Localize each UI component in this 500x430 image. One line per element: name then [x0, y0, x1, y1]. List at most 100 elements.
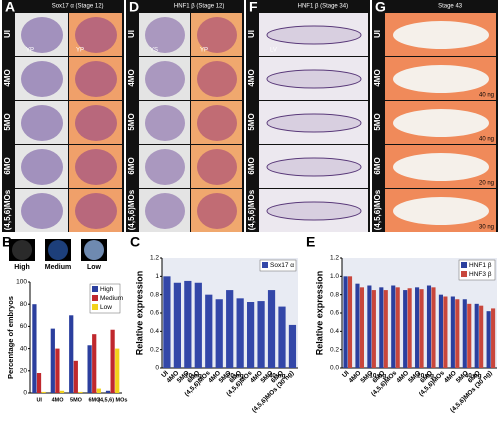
bar [78, 391, 83, 393]
bar [450, 296, 455, 368]
bar [115, 348, 120, 393]
legend-label: HNF1 β [469, 262, 492, 269]
bar [36, 373, 42, 393]
bar [194, 282, 202, 368]
bar [474, 303, 479, 368]
note: YP [76, 48, 84, 54]
embryo [75, 105, 117, 141]
embryo [75, 193, 117, 229]
panel-title: HNF1 β (Stage 34) [298, 4, 348, 10]
x-tick-label: (4,5,6) MOs [98, 397, 127, 403]
group-label: 40 ng [269, 373, 286, 380]
bar [55, 348, 60, 393]
tadpole [393, 21, 489, 49]
row-label: UI [3, 30, 12, 38]
bar [383, 290, 388, 368]
bar [355, 283, 360, 368]
legend-box [458, 259, 496, 281]
row-label: 4MO [3, 69, 12, 86]
x-tick-label: 4MO [52, 397, 65, 403]
legend-swatch [92, 304, 98, 310]
embryo [75, 17, 117, 53]
panel-letter: F [249, 0, 258, 15]
embryo [21, 105, 63, 141]
tadpole [266, 113, 362, 133]
y-tick-label: 1 [155, 273, 159, 280]
legend-label: Medium [100, 295, 123, 302]
bar [173, 282, 181, 368]
embryo [75, 149, 117, 185]
tadpole [393, 65, 489, 93]
bar [391, 285, 396, 368]
bar [431, 287, 436, 368]
embryo [75, 61, 117, 97]
legend-swatch [262, 262, 268, 268]
bar [69, 315, 74, 393]
specimen-label: High [14, 264, 30, 271]
x-tick-label: 5MO [70, 397, 83, 403]
row-label: 5MO [3, 113, 12, 130]
row-label: 4MO [127, 69, 136, 86]
note: YP [200, 48, 208, 54]
panel-letter: E [306, 234, 315, 250]
y-tick-label: 1.0 [330, 273, 339, 280]
x-tick-label: UI [160, 370, 170, 380]
panel-letter: A [5, 0, 15, 15]
panel-title: Sox17 α (Stage 12) [52, 4, 104, 10]
x-tick-label: 4MO [395, 370, 410, 385]
bar [73, 360, 78, 393]
embryo [145, 193, 185, 229]
y-axis-label: Relative expression [134, 271, 144, 356]
row-label: 4MO [247, 69, 256, 86]
legend-swatch [461, 262, 467, 268]
y-tick-label: 0.0 [330, 365, 339, 372]
embryo [197, 61, 237, 97]
bar [236, 298, 244, 368]
x-tick-label: UI [341, 370, 351, 380]
panel-letter: G [375, 0, 386, 15]
embryo [12, 240, 32, 260]
bar [96, 388, 101, 393]
tadpole [393, 197, 489, 225]
tadpole [393, 109, 489, 137]
group-label: 10 ng [369, 373, 386, 380]
y-tick-label: 0.8 [150, 291, 159, 298]
bar [343, 276, 348, 368]
x-tick-label: UI [36, 397, 42, 403]
embryo [84, 240, 104, 260]
embryo [197, 193, 237, 229]
bar [50, 328, 55, 393]
bar [184, 280, 192, 368]
embryo [21, 149, 63, 185]
bar [110, 329, 115, 393]
legend-box [259, 259, 297, 272]
bar [371, 290, 376, 368]
y-axis-label: Percentage of embryos [6, 296, 15, 379]
row-label: 5MO [373, 113, 382, 130]
y-axis-label: Relative expression [314, 271, 324, 356]
row-label: 6MO [373, 157, 382, 174]
embryo [21, 61, 63, 97]
group-label: 20 ng [417, 373, 434, 380]
y-tick-label: 0.6 [330, 310, 339, 317]
bar [105, 390, 111, 393]
embryo [197, 149, 237, 185]
note: YP [26, 48, 34, 54]
x-tick-label: 4MO [348, 370, 363, 385]
row-label: 6MO [127, 157, 136, 174]
panel-letter: C [130, 234, 140, 250]
bar [247, 302, 255, 368]
y-tick-label: 100 [16, 279, 27, 286]
bar [347, 276, 353, 368]
y-tick-label: 80 [20, 301, 28, 308]
x-tick-label: 6MO [88, 397, 101, 403]
group-label: 20 ng [227, 373, 244, 380]
bar [443, 296, 448, 368]
tadpole [266, 69, 362, 89]
bar [419, 289, 424, 368]
bar [32, 304, 37, 393]
y-tick-label: 0.2 [330, 346, 339, 353]
bar [415, 287, 420, 368]
bar [205, 294, 213, 368]
panel-title: Stage 43 [438, 4, 463, 10]
